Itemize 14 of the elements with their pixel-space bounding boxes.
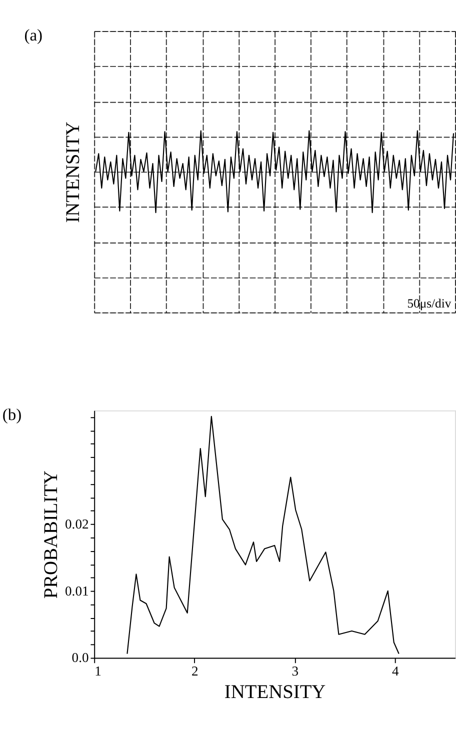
y-tick-label: 0.0 (72, 650, 89, 666)
x-tick-label: 4 (392, 664, 399, 679)
x-tick-label: 1 (94, 664, 102, 679)
line-series (126, 416, 400, 654)
x-axis-title: INTENSITY (224, 682, 326, 704)
chart-title: (a) (24, 26, 43, 45)
y-tick-label: 0.02 (65, 516, 89, 532)
y-axis-title: INTENSITY (63, 122, 84, 223)
text: 50μs/div (407, 296, 452, 311)
x-tick-label: 3 (292, 664, 299, 679)
chart-title: (b) (2, 405, 22, 424)
y-axis-title: PROBABILITY (41, 470, 62, 599)
y-tick-label: 0.01 (65, 583, 89, 598)
x-tick-label: 2 (191, 664, 198, 679)
